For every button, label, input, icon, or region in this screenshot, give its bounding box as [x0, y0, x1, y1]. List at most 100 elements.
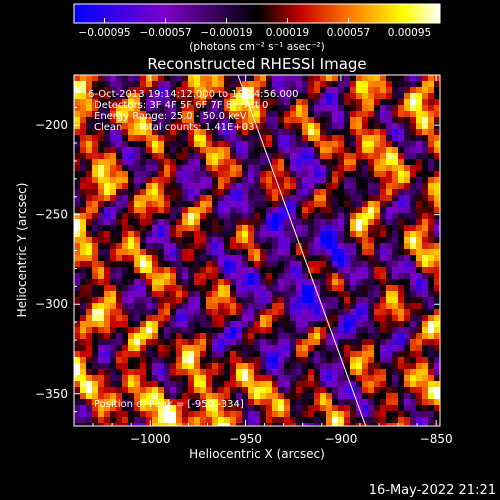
- heatmap-cell: [194, 399, 201, 406]
- heatmap-cell: [170, 243, 177, 250]
- heatmap-cell: [206, 327, 213, 334]
- heatmap-cell: [356, 81, 363, 88]
- heatmap-cell: [230, 351, 237, 358]
- heatmap-cell: [146, 357, 153, 364]
- heatmap-cell: [362, 189, 369, 196]
- heatmap-cell: [326, 309, 333, 316]
- heatmap-cell: [398, 327, 405, 334]
- heatmap-cell: [122, 321, 129, 328]
- heatmap-cell: [386, 171, 393, 178]
- heatmap-cell: [158, 237, 165, 244]
- heatmap-cell: [332, 309, 339, 316]
- heatmap-cell: [290, 177, 297, 184]
- heatmap-cell: [326, 93, 333, 100]
- heatmap-cell: [230, 369, 237, 376]
- heatmap-cell: [92, 405, 99, 412]
- heatmap-cell: [266, 417, 273, 424]
- heatmap-cell: [392, 363, 399, 370]
- heatmap-cell: [176, 237, 183, 244]
- heatmap-cell: [416, 165, 423, 172]
- heatmap-cell: [314, 405, 321, 412]
- heatmap-cell: [338, 309, 345, 316]
- heatmap-cell: [80, 375, 87, 382]
- heatmap-cell: [272, 171, 279, 178]
- heatmap-cell: [74, 105, 81, 112]
- heatmap-cell: [380, 135, 387, 142]
- heatmap-cell: [386, 303, 393, 310]
- heatmap-cell: [296, 87, 303, 94]
- heatmap-cell: [146, 417, 153, 424]
- heatmap-cell: [320, 327, 327, 334]
- heatmap-cell: [254, 177, 261, 184]
- heatmap-cell: [272, 381, 279, 388]
- heatmap-cell: [152, 279, 159, 286]
- heatmap-cell: [80, 201, 87, 208]
- heatmap-cell: [344, 141, 351, 148]
- heatmap-cell: [170, 333, 177, 340]
- heatmap-cell: [416, 423, 423, 426]
- heatmap-cell: [410, 207, 417, 214]
- heatmap-cell: [92, 333, 99, 340]
- heatmap-cell: [302, 129, 309, 136]
- heatmap-cell: [164, 273, 171, 280]
- heatmap-cell: [74, 99, 81, 106]
- heatmap-cell: [74, 321, 81, 328]
- heatmap-cell: [410, 297, 417, 304]
- heatmap-cell: [314, 171, 321, 178]
- heatmap-cell: [242, 177, 249, 184]
- heatmap-cell: [170, 195, 177, 202]
- heatmap-cell: [218, 129, 225, 136]
- heatmap-cell: [404, 81, 411, 88]
- heatmap-cell: [194, 183, 201, 190]
- heatmap-cell: [302, 321, 309, 328]
- heatmap-cell: [212, 189, 219, 196]
- heatmap-cell: [260, 225, 267, 232]
- heatmap-cell: [296, 417, 303, 424]
- heatmap-cell: [80, 195, 87, 202]
- heatmap-cell: [98, 93, 105, 100]
- heatmap-cell: [242, 159, 249, 166]
- heatmap-cell: [140, 351, 147, 358]
- heatmap-cell: [254, 153, 261, 160]
- heatmap-cell: [116, 171, 123, 178]
- heatmap-cell: [212, 123, 219, 130]
- heatmap-cell: [380, 267, 387, 274]
- heatmap-cell: [314, 75, 321, 82]
- heatmap-cell: [302, 327, 309, 334]
- heatmap-cell: [140, 303, 147, 310]
- heatmap-cell: [296, 387, 303, 394]
- heatmap-cell: [260, 315, 267, 322]
- heatmap-cell: [398, 171, 405, 178]
- heatmap-cell: [116, 75, 123, 82]
- heatmap-cell: [134, 345, 141, 352]
- heatmap-cell: [146, 213, 153, 220]
- heatmap-cell: [158, 273, 165, 280]
- heatmap-cell: [200, 417, 207, 424]
- heatmap-cell: [254, 111, 261, 118]
- heatmap-cell: [350, 147, 357, 154]
- heatmap-cell: [404, 153, 411, 160]
- heatmap-cell: [176, 315, 183, 322]
- heatmap-cell: [428, 225, 435, 232]
- heatmap-cell: [296, 381, 303, 388]
- heatmap-cell: [326, 411, 333, 418]
- heatmap-cell: [260, 279, 267, 286]
- heatmap-cell: [410, 321, 417, 328]
- heatmap-cell: [146, 351, 153, 358]
- heatmap-cell: [272, 387, 279, 394]
- heatmap-cell: [392, 303, 399, 310]
- heatmap-cell: [278, 117, 285, 124]
- heatmap-cell: [422, 243, 429, 250]
- heatmap-cell: [188, 117, 195, 124]
- heatmap-cell: [212, 327, 219, 334]
- heatmap-cell: [260, 333, 267, 340]
- heatmap-cell: [350, 213, 357, 220]
- heatmap-cell: [356, 267, 363, 274]
- heatmap-cell: [344, 129, 351, 136]
- heatmap-cell: [170, 309, 177, 316]
- heatmap-cell: [272, 249, 279, 256]
- heatmap-cell: [416, 399, 423, 406]
- heatmap-cell: [332, 231, 339, 238]
- heatmap-cell: [350, 411, 357, 418]
- heatmap-cell: [224, 207, 231, 214]
